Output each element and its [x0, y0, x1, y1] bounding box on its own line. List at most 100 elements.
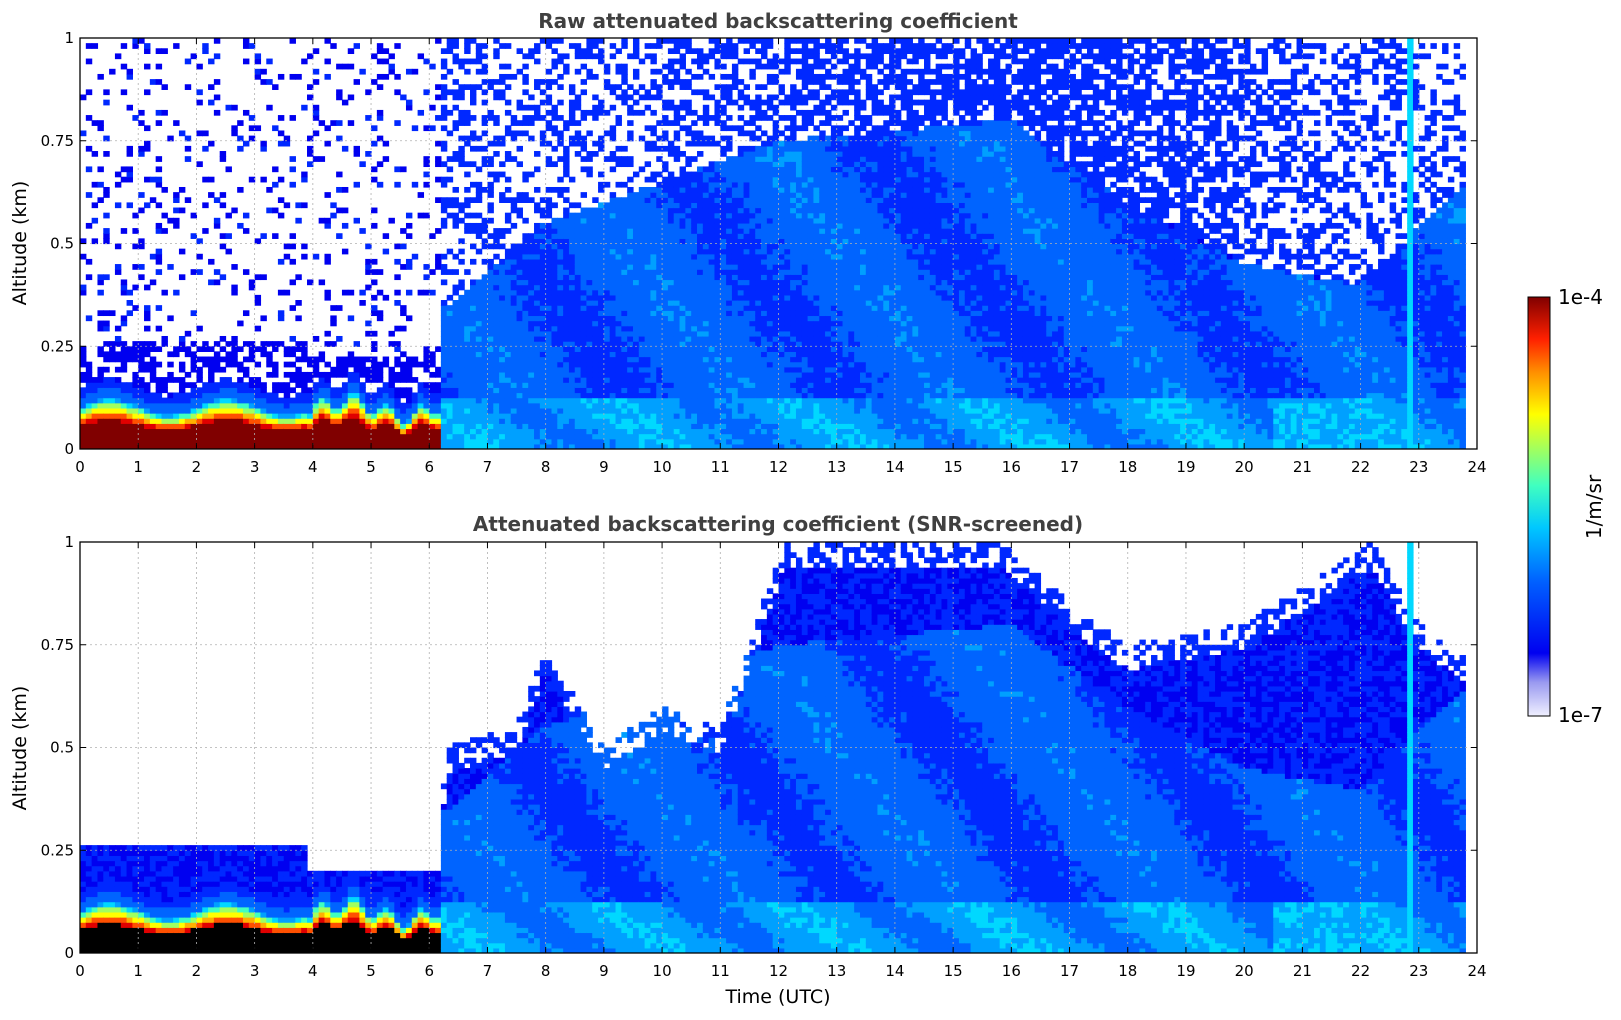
heatmap-cell [184, 407, 192, 414]
heatmap-cell [545, 202, 553, 209]
heatmap-cell [516, 145, 523, 152]
heatmap-cell [470, 145, 477, 152]
heatmap-cell [662, 63, 669, 70]
heatmap-cell [627, 300, 634, 306]
heatmap-cell [691, 423, 698, 430]
heatmap-cell [266, 79, 273, 85]
heatmap-cell [615, 341, 622, 347]
heatmap-cell [714, 402, 721, 409]
heatmap-cell [394, 407, 401, 414]
heatmap-cell [539, 310, 547, 317]
heatmap-cell [644, 325, 652, 332]
heatmap-cell [85, 382, 93, 388]
heatmap-cell [766, 371, 774, 378]
heatmap-cell [248, 279, 256, 286]
heatmap-cell [161, 212, 168, 219]
heatmap-cell [766, 289, 774, 296]
heatmap-cell [266, 361, 273, 368]
heatmap-cell [551, 423, 558, 430]
heatmap-cell [97, 443, 104, 449]
heatmap-cell [743, 438, 750, 445]
heatmap-cell [563, 125, 570, 132]
heatmap-cell [516, 356, 523, 363]
heatmap-cell [632, 371, 640, 378]
heatmap-cell [446, 166, 454, 173]
heatmap-cell [685, 392, 692, 399]
heatmap-cell [318, 351, 326, 358]
heatmap-cell [458, 145, 465, 152]
heatmap-cell [551, 330, 558, 337]
heatmap-cell [277, 407, 285, 414]
heatmap-cell [749, 68, 756, 75]
heatmap-cell [638, 407, 646, 414]
heatmap-cell [714, 428, 721, 435]
heatmap-cell [184, 371, 192, 378]
heatmap-cell [330, 315, 337, 322]
heatmap-cell [761, 38, 768, 44]
heatmap-cell [632, 89, 640, 96]
heatmap-cell [545, 289, 553, 296]
heatmap-cell [289, 407, 296, 414]
heatmap-cell [301, 392, 308, 399]
heatmap-cell [440, 366, 448, 373]
heatmap-cell [452, 397, 459, 404]
heatmap-cell [85, 58, 93, 65]
heatmap-cell [545, 284, 553, 291]
heatmap-cell [656, 335, 663, 342]
heatmap-cell [743, 382, 750, 388]
heatmap-cell [481, 63, 489, 70]
heatmap-cell [650, 284, 657, 291]
heatmap-cell [452, 366, 459, 373]
heatmap-cell [563, 330, 570, 337]
heatmap-cell [173, 397, 180, 404]
heatmap-cell [440, 392, 448, 399]
heatmap-cell [376, 48, 384, 55]
heatmap-cell [743, 413, 750, 419]
heatmap-cell [493, 346, 500, 352]
heatmap-cell [225, 392, 232, 399]
heatmap-cell [103, 397, 110, 404]
heatmap-cell [726, 53, 733, 60]
heatmap-cell [435, 156, 442, 162]
heatmap-cell [737, 294, 745, 301]
heatmap-cell [632, 397, 640, 404]
heatmap-cell [283, 361, 291, 368]
heatmap-cell [394, 377, 401, 383]
heatmap-cell [196, 392, 203, 399]
heatmap-cell [178, 443, 186, 449]
heatmap-cell [208, 99, 215, 106]
heatmap-cell [510, 274, 518, 281]
heatmap-cell [289, 397, 296, 404]
heatmap-cell [97, 197, 104, 203]
heatmap-cell [615, 253, 622, 260]
heatmap-cell [318, 407, 326, 414]
heatmap-cell [586, 423, 593, 430]
heatmap-cell [452, 43, 459, 49]
heatmap-cell [743, 315, 750, 322]
heatmap-cell [749, 156, 756, 162]
heatmap-cell [155, 325, 163, 332]
heatmap-cell [272, 443, 279, 449]
heatmap-cell [475, 166, 483, 173]
heatmap-cell [638, 325, 646, 332]
heatmap-cell [720, 171, 727, 178]
heatmap-cell [213, 366, 221, 373]
heatmap-cell [673, 382, 681, 388]
heatmap-cell [178, 423, 186, 430]
heatmap-cell [731, 413, 739, 419]
heatmap-cell [301, 418, 308, 424]
heatmap-cell [761, 264, 768, 270]
heatmap-cell [394, 300, 401, 306]
heatmap-cell [516, 161, 523, 168]
heatmap-cell [638, 207, 646, 214]
heatmap-cell [557, 371, 564, 378]
heatmap-cell [504, 156, 512, 162]
heatmap-cell [603, 284, 611, 291]
heatmap-cell [231, 207, 238, 214]
heatmap-cell [446, 330, 454, 337]
heatmap-cell [307, 161, 314, 168]
heatmap-cell [708, 335, 716, 342]
heatmap-cell [534, 366, 541, 373]
heatmap-cell [487, 181, 494, 188]
heatmap-cell [516, 433, 523, 440]
